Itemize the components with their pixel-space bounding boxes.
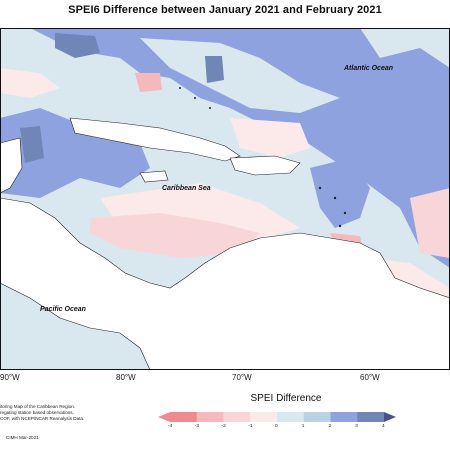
contour-blue-north <box>30 28 450 268</box>
land-central-america <box>0 197 450 370</box>
contour-pink-east <box>410 188 450 258</box>
island-dot <box>333 196 337 200</box>
contour-darkblue-1 <box>55 33 100 58</box>
legend-swatch <box>158 412 170 422</box>
land-hispaniola <box>229 155 301 176</box>
legend-tick-label: 4 <box>382 424 385 429</box>
legend-tick-label: -3 <box>194 424 200 429</box>
contour-light-north <box>140 38 340 113</box>
atlantic-label: Atlantic Ocean <box>343 65 393 72</box>
credit-text: CIMH Mar-2021 <box>6 435 39 440</box>
island-dot <box>338 224 342 228</box>
legend-swatch <box>384 412 396 422</box>
note-line-3: COF, with NCEP/NCAR Reanalysis Data. <box>0 416 85 421</box>
legend-swatch <box>357 412 385 422</box>
island-dot <box>318 186 322 190</box>
legend-swatch <box>330 412 358 422</box>
contour-pink-caribbean <box>90 213 260 258</box>
spei-difference-map: Atlantic Ocean Caribbean Sea Pacific Oce… <box>0 28 450 370</box>
legend-tick-label: 3 <box>355 424 358 429</box>
longitude-label-60w: 60°W <box>360 373 380 382</box>
legend-tick-label: -4 <box>168 424 173 429</box>
legend-tick-label: -2 <box>221 424 226 429</box>
contour-pink-cuba <box>135 73 162 92</box>
caribbean-label: Caribbean Sea <box>162 185 211 192</box>
island-dot <box>194 97 196 99</box>
legend-swatch <box>170 412 198 422</box>
contour-blue-east <box>310 158 370 228</box>
contour-white-1 <box>0 68 60 98</box>
note-line-2: regating station based observations, <box>0 410 74 415</box>
longitude-label-80w: 80°W <box>116 373 136 382</box>
map-notes: itoring Map of the Caribbean Region. reg… <box>0 404 140 422</box>
note-line-1: itoring Map of the Caribbean Region. <box>0 404 76 409</box>
land-jamaica <box>139 170 169 183</box>
land-yucatan <box>0 137 23 194</box>
longitude-label-90w: 90°W <box>0 373 20 382</box>
legend-colorbar <box>158 412 396 422</box>
pacific-label: Pacific Ocean <box>40 306 86 313</box>
contour-darkblue-2 <box>205 56 224 83</box>
legend-swatch <box>250 412 278 422</box>
legend-tick-label: -1 <box>248 424 253 429</box>
longitude-label-70w: 70°W <box>232 373 252 382</box>
legend-swatch <box>303 412 331 422</box>
legend-title: SPEI Difference <box>250 393 322 404</box>
legend-tick-label: 0 <box>275 424 278 429</box>
map-title: SPEI6 Difference between January 2021 an… <box>68 4 382 16</box>
island-dot <box>343 211 347 215</box>
contour-white-2 <box>230 118 310 158</box>
contour-darkblue-3 <box>20 126 44 163</box>
legend-tick-label: 1 <box>301 424 305 429</box>
legend-swatch <box>223 412 251 422</box>
legend-swatch <box>196 412 224 422</box>
island-dot <box>209 107 211 109</box>
legend-swatch <box>277 412 305 422</box>
island-dot <box>179 87 181 89</box>
legend-tick-label: 2 <box>328 424 332 429</box>
